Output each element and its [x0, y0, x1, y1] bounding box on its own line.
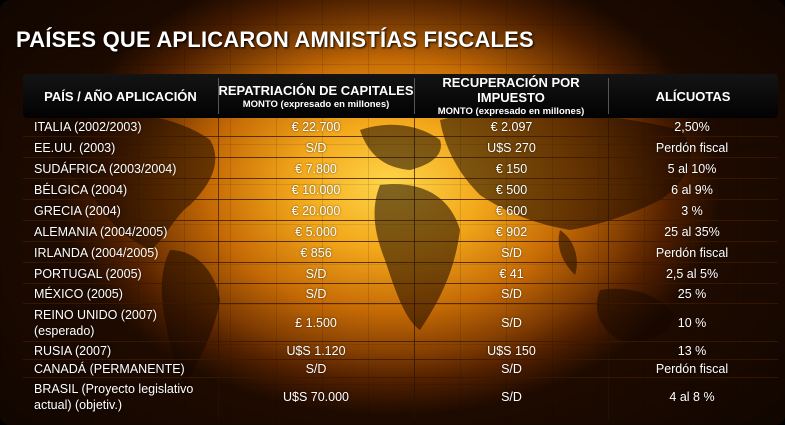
cell-recovery: € 150 [495, 161, 528, 176]
cell-recovery: € 902 [495, 224, 528, 239]
header-rates-label: ALÍCUOTAS [655, 88, 731, 104]
cell-country: BRASIL (Proyecto legislativo actual) (ob… [34, 382, 194, 412]
cell-rates: Perdón fiscal [655, 245, 729, 260]
cell-country: CANADÁ (PERMANENTE) [34, 361, 185, 376]
cell-country: GRECIA (2004) [34, 203, 121, 218]
header-country: PAÍS / AÑO APLICACIÓN [23, 74, 218, 118]
cell-rates: 10 % [677, 316, 707, 330]
cell-rates: 6 al 9% [671, 182, 713, 197]
cell-repatriation: S/D [305, 266, 327, 281]
row-divider [23, 377, 778, 378]
cell-rates: 2,50% [674, 120, 710, 134]
cell-repatriation: € 5.000 [295, 224, 337, 239]
header-rates: ALÍCUOTAS [608, 74, 778, 118]
cell-country: RUSIA (2007) [34, 343, 112, 358]
page-title: PAÍSES QUE APLICARON AMNISTÍAS FISCALES [16, 27, 534, 52]
header-recovery-label: RECUPERACIÓN POR IMPUESTO [442, 75, 580, 105]
cell-rates: 25 % [677, 287, 707, 301]
cell-recovery: U$S 150 [487, 343, 536, 358]
row-divider [23, 199, 778, 200]
header-repatriation-label: REPATRIACIÓN DE CAPITALES [218, 82, 414, 98]
cell-repatriation: £ 1.500 [295, 316, 337, 330]
cell-repatriation: € 856 [300, 245, 332, 260]
cell-country: IRLANDA (2004/2005) [34, 245, 159, 260]
cell-rates: 13 % [677, 343, 707, 358]
header-recovery-sub: MONTO (expresado en millones) [437, 106, 585, 117]
row-divider [23, 303, 778, 304]
cell-country: ALEMANIA (2004/2005) [34, 224, 168, 239]
cell-recovery: S/D [501, 287, 522, 301]
row-divider [23, 359, 778, 360]
header-divider [414, 78, 415, 114]
table-header: PAÍS / AÑO APLICACIÓN REPATRIACIÓN DE CA… [23, 74, 778, 118]
cell-recovery: U$S 270 [487, 140, 536, 155]
header-divider [608, 78, 609, 114]
cell-recovery: S/D [501, 245, 522, 260]
cell-repatriation: S/D [305, 361, 327, 376]
row-divider [23, 136, 778, 137]
cell-rates: Perdón fiscal [655, 361, 729, 376]
cell-repatriation: € 10.000 [291, 182, 341, 197]
cell-rates: Perdón fiscal [655, 140, 729, 155]
cell-repatriation: € 7.800 [295, 161, 337, 176]
row-divider [23, 283, 778, 284]
row-divider [23, 241, 778, 242]
cell-country: EE.UU. (2003) [34, 140, 116, 155]
header-divider [218, 78, 219, 114]
cell-recovery: € 600 [495, 203, 528, 218]
row-divider [23, 220, 778, 221]
header-recovery: RECUPERACIÓN POR IMPUESTO MONTO (expresa… [414, 74, 608, 118]
cell-country: BÉLGICA (2004) [34, 182, 128, 197]
cell-country: REINO UNIDO (2007) (esperado) [34, 308, 157, 338]
cell-rates: 3 % [681, 203, 703, 218]
row-divider [23, 262, 778, 263]
cell-rates: 25 al 35% [664, 224, 720, 239]
cell-recovery: € 500 [495, 182, 528, 197]
cell-repatriation: € 22.700 [291, 120, 341, 134]
cell-repatriation: U$S 1.120 [286, 343, 346, 358]
cell-rates: 2,5 al 5% [665, 266, 719, 281]
cell-country: SUDÁFRICA (2003/2004) [34, 161, 177, 176]
cell-recovery: S/D [501, 390, 522, 404]
cell-recovery: € 2.097 [490, 120, 533, 134]
cell-recovery: S/D [501, 361, 522, 376]
cell-recovery: € 41 [499, 266, 524, 281]
cell-country: MÉXICO (2005) [34, 287, 123, 301]
cell-repatriation: U$S 70.000 [282, 390, 350, 404]
cell-repatriation: € 20.000 [291, 203, 341, 218]
cell-recovery: S/D [501, 316, 522, 330]
header-repatriation: REPATRIACIÓN DE CAPITALES MONTO (expresa… [218, 74, 414, 118]
row-divider [23, 178, 778, 179]
column-divider [218, 118, 219, 420]
cell-country: ITALIA (2002/2003) [34, 120, 142, 134]
column-divider [608, 118, 609, 420]
header-country-label: PAÍS / AÑO APLICACIÓN [44, 88, 197, 104]
cell-repatriation: S/D [305, 287, 327, 301]
row-divider [23, 341, 778, 342]
cell-country: PORTUGAL (2005) [34, 266, 142, 281]
row-divider [23, 157, 778, 158]
cell-rates: 5 al 10% [667, 161, 717, 176]
cell-rates: 4 al 8 % [669, 390, 715, 404]
header-repatriation-sub: MONTO (expresado en millones) [242, 98, 390, 110]
cell-repatriation: S/D [305, 140, 327, 155]
column-divider [414, 118, 415, 420]
